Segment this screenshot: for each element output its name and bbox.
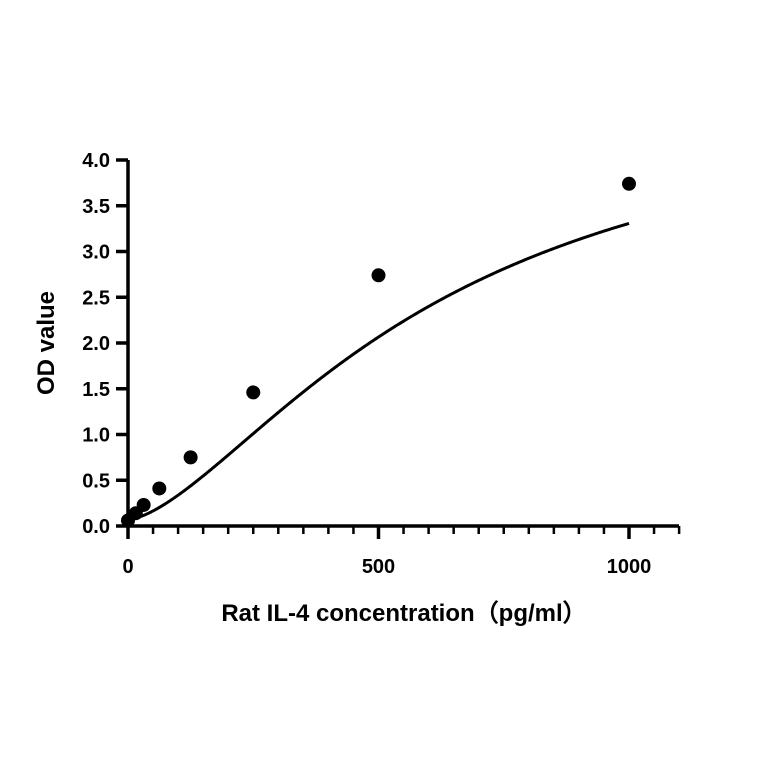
- y-tick-label: 4.0: [82, 150, 110, 172]
- x-axis-title: Rat IL-4 concentration（pg/ml）: [221, 600, 586, 627]
- data-points: [121, 176, 636, 528]
- data-point: [246, 385, 261, 400]
- y-ticks: 0.0 0.5 1.0 1.5 2.0 2.5 3.0 3.5 4.0: [82, 150, 128, 538]
- y-tick-label: 3.0: [82, 242, 110, 264]
- fit-curve: [127, 221, 630, 522]
- y-tick-label: 3.5: [82, 196, 110, 218]
- y-tick-label: 0.0: [82, 516, 110, 538]
- y-tick-label: 1.5: [82, 379, 110, 401]
- x-tick-label: 500: [362, 556, 395, 578]
- y-tick-label: 2.5: [82, 287, 110, 309]
- x-ticks: 0 500 1000: [122, 526, 681, 578]
- data-point: [136, 497, 151, 512]
- x-tick-label: 1000: [607, 556, 652, 578]
- x-tick-label: 0: [122, 556, 133, 578]
- y-tick-label: 2.0: [82, 333, 110, 355]
- data-point: [152, 481, 167, 496]
- y-tick-label: 0.5: [82, 470, 110, 492]
- axes: 0.0 0.5 1.0 1.5 2.0 2.5 3.0 3.5 4.0 0 500 1000: [82, 150, 681, 578]
- y-axis-title: OD value: [33, 291, 60, 395]
- data-point: [183, 450, 198, 465]
- data-point: [371, 268, 386, 283]
- data-point: [622, 176, 636, 191]
- y-tick-label: 1.0: [82, 425, 110, 447]
